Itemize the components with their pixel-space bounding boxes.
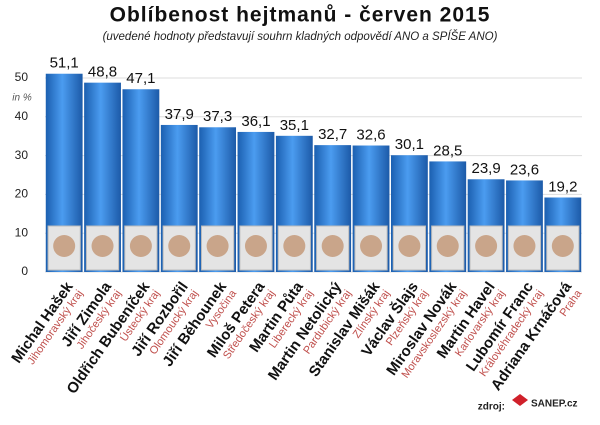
value-label: 51,1	[50, 55, 79, 72]
chart-title: Oblíbenost hejtmanů - červen 2015	[110, 4, 491, 27]
y-tick-label: 30	[15, 148, 29, 162]
y-tick-label: 20	[15, 187, 29, 201]
value-label: 23,9	[472, 160, 501, 177]
photo-face	[283, 235, 306, 257]
source-label: zdroj:	[478, 402, 505, 413]
value-label: 36,1	[241, 113, 270, 130]
value-label: 37,3	[203, 108, 232, 125]
value-label: 30,1	[395, 136, 424, 153]
value-label: 19,2	[548, 178, 577, 195]
photo-face	[129, 235, 152, 257]
chart-subtitle: (uvedené hodnoty představují souhrn klad…	[103, 30, 498, 43]
value-label: 32,7	[318, 126, 347, 143]
y-axis-label: in %	[12, 93, 32, 104]
photo-face	[244, 235, 267, 257]
y-tick-label: 10	[15, 225, 29, 239]
y-tick-label: 50	[15, 70, 29, 84]
photo-face	[206, 235, 229, 257]
photo-face	[551, 235, 574, 257]
photo-face	[53, 235, 76, 257]
value-label: 23,6	[510, 161, 539, 178]
value-label: 37,9	[165, 106, 194, 123]
logo: SANEP.cz	[531, 399, 578, 410]
photo-face	[360, 235, 383, 257]
photo-face	[475, 235, 498, 257]
photo-face	[168, 235, 191, 257]
value-label: 28,5	[433, 142, 462, 159]
value-label: 35,1	[280, 117, 309, 134]
photo-face	[91, 235, 114, 257]
photo-face	[436, 235, 459, 257]
photo-face	[398, 235, 421, 257]
photo-face	[513, 235, 536, 257]
value-label: 32,6	[356, 126, 385, 143]
y-tick-label: 40	[15, 109, 29, 123]
value-label: 48,8	[88, 64, 117, 81]
photo-face	[321, 235, 344, 257]
logo-icon	[512, 394, 528, 406]
y-tick-label: 0	[21, 264, 28, 278]
value-label: 47,1	[126, 70, 155, 87]
